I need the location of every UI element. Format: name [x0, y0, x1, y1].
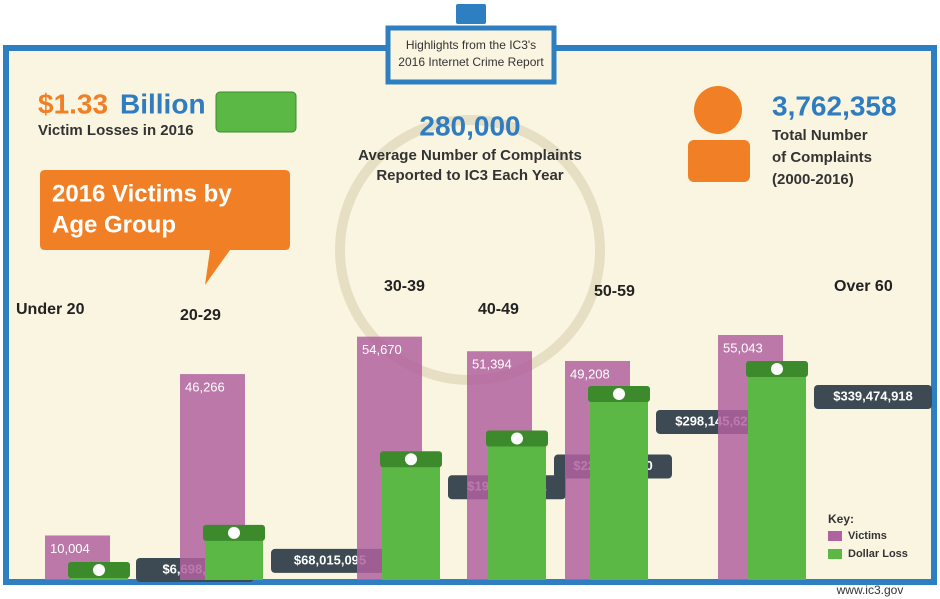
dollar-bar	[590, 399, 648, 580]
average-caption: Average Number of Complaints	[358, 147, 582, 164]
banner-line: Highlights from the IC3's	[406, 38, 536, 52]
dollar-bar	[205, 538, 263, 580]
money-cap	[511, 432, 523, 445]
legend-title: Key:	[828, 512, 854, 526]
agent-icon	[694, 86, 742, 134]
banner-line: 2016 Internet Crime Report	[398, 55, 544, 69]
age-label: Under 20	[16, 301, 85, 318]
victims-label: 51,394	[472, 357, 512, 372]
money-icon	[215, 91, 297, 133]
total-amount: 3,762,358	[772, 90, 897, 121]
money-cap	[228, 526, 240, 539]
victims-label: 54,670	[362, 342, 402, 357]
dollar-bar	[748, 375, 806, 580]
total-caption: Total Number	[772, 127, 868, 144]
money-cap	[613, 387, 625, 400]
loss-amount: $1.33	[38, 88, 108, 119]
agent-icon	[688, 140, 750, 182]
banner-icon	[456, 4, 486, 24]
money-cap	[405, 453, 417, 466]
total-caption: (2000-2016)	[772, 171, 854, 188]
age-label: Over 60	[834, 278, 893, 295]
loss-unit: Billion	[120, 88, 206, 119]
dollar-bar	[70, 575, 128, 580]
legend-label: Victims	[848, 530, 887, 542]
chart-title: Age Group	[52, 211, 176, 238]
dollar-label-box	[814, 385, 932, 409]
legend-swatch	[828, 549, 842, 559]
total-caption: of Complaints	[772, 149, 872, 166]
money-cap	[93, 563, 105, 576]
average-caption: Reported to IC3 Each Year	[376, 167, 563, 184]
dollar-bar	[382, 465, 440, 580]
dollar-label: $339,474,918	[833, 388, 913, 403]
loss-caption: Victim Losses in 2016	[38, 122, 194, 139]
age-label: 20-29	[180, 307, 221, 324]
victims-label: 10,004	[50, 541, 90, 556]
title-bubble	[40, 170, 290, 285]
victims-label: 46,266	[185, 380, 225, 395]
money-cap	[771, 363, 783, 375]
age-label: 30-39	[384, 278, 425, 295]
chart-title: 2016 Victims by	[52, 180, 232, 207]
dollar-bar	[488, 444, 546, 580]
age-label: 50-59	[594, 283, 635, 300]
source: www.ic3.gov	[836, 583, 904, 597]
average-amount: 280,000	[419, 110, 520, 141]
dollar-label: $68,015,095	[294, 552, 366, 567]
banner-box	[385, 25, 557, 85]
legend-swatch	[828, 531, 842, 541]
age-label: 40-49	[478, 301, 519, 318]
victims-label: 55,043	[723, 340, 763, 355]
legend-label: Dollar Loss	[848, 548, 908, 560]
victims-label: 49,208	[570, 366, 610, 381]
